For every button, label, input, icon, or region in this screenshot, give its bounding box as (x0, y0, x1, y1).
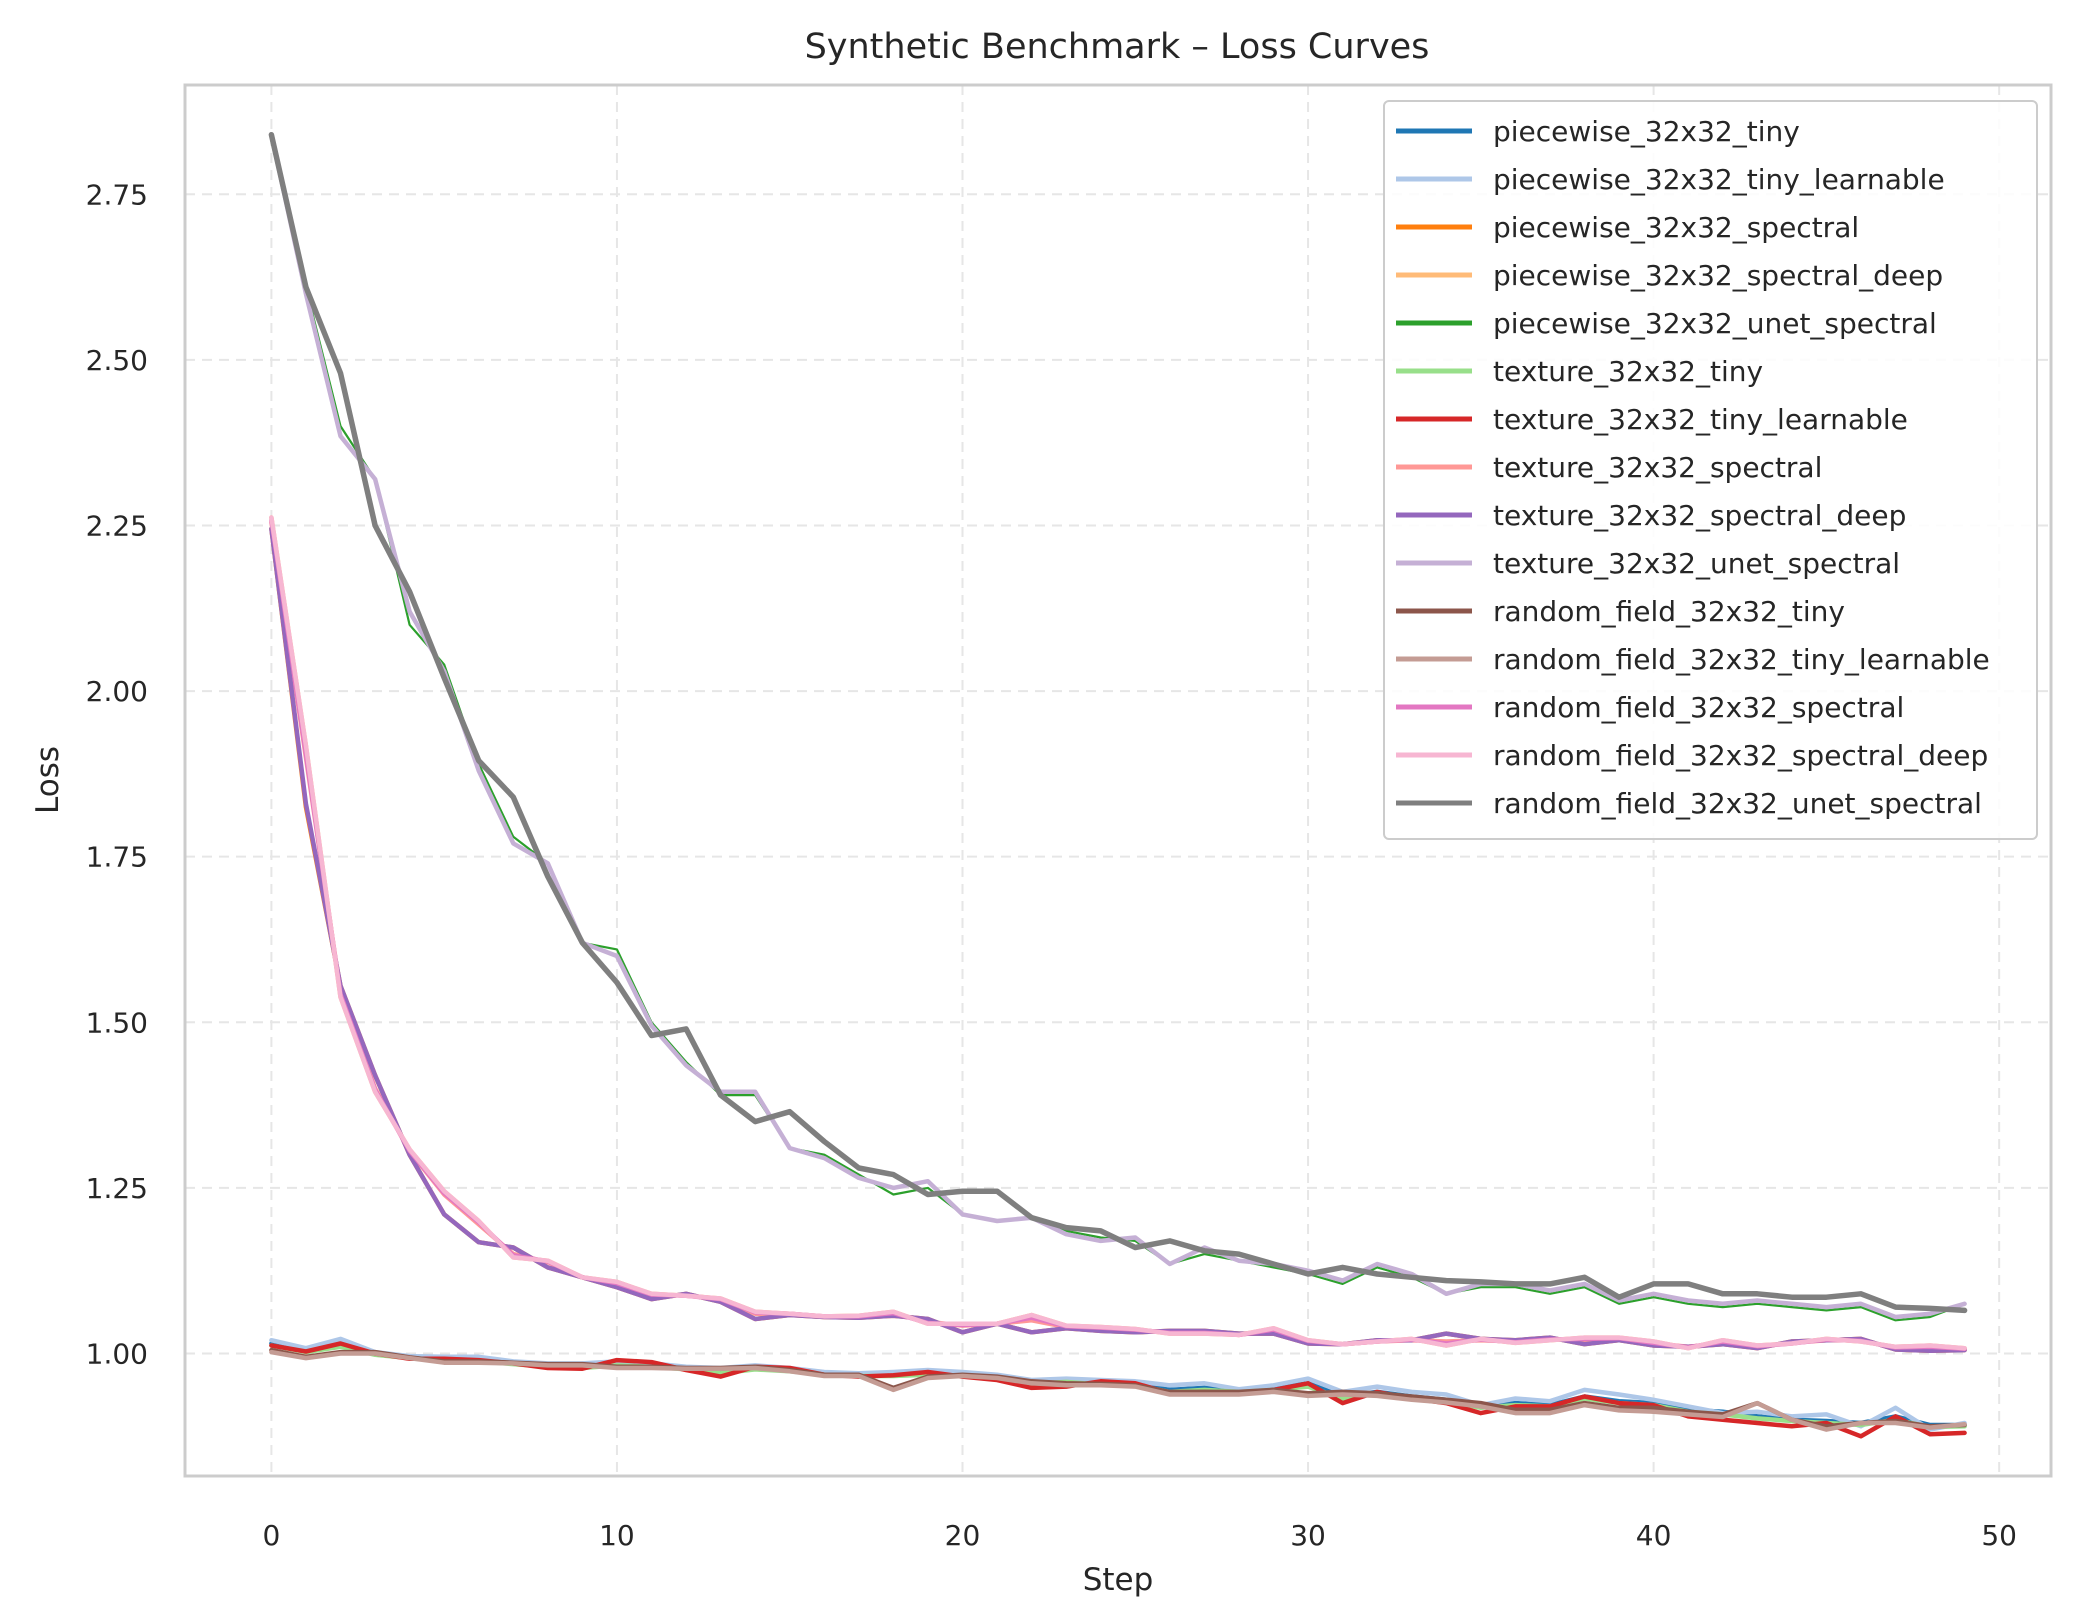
legend-entry: random_field_32x32_tiny (1493, 595, 1845, 628)
legend-box (1383, 100, 2038, 840)
legend-entry: piecewise_32x32_spectral (1493, 211, 1859, 244)
legend-entry: texture_32x32_tiny (1493, 355, 1763, 388)
plot-frame (183, 83, 2053, 1478)
x-tick-label: 0 (262, 1519, 280, 1552)
y-axis-label: Loss (30, 746, 66, 814)
y-tick-label: 1.75 (86, 841, 148, 874)
series-line-random_field_32x32_unet_spectral (268, 131, 1968, 1314)
x-tick-label: 20 (945, 1519, 981, 1552)
legend-entry: random_field_32x32_tiny_learnable (1493, 643, 1990, 676)
series-line-random_field_32x32_tiny_learnable (269, 1349, 1967, 1432)
legend-entry: piecewise_32x32_unet_spectral (1493, 307, 1937, 340)
y-tick-label: 2.75 (86, 178, 148, 211)
y-tick-label: 1.00 (86, 1337, 148, 1370)
chart-title: Synthetic Benchmark – Loss Curves (805, 27, 1430, 67)
legend-entry: piecewise_32x32_spectral_deep (1493, 259, 1943, 292)
y-tick-labels: 1.00 1.25 1.50 1.75 2.00 2.25 2.50 2.75 (86, 178, 148, 1370)
legend-entry: texture_32x32_tiny_learnable (1493, 403, 1908, 436)
legend-entry: texture_32x32_unet_spectral (1493, 547, 1900, 580)
legend-entry: random_field_32x32_unet_spectral (1493, 787, 1982, 820)
x-tick-label: 30 (1290, 1519, 1326, 1552)
x-tick-label: 10 (599, 1519, 635, 1552)
legend-entry: random_field_32x32_spectral (1493, 691, 1904, 724)
y-tick-label: 1.25 (86, 1172, 148, 1205)
y-tick-label: 1.50 (86, 1006, 148, 1039)
series-line-texture_32x32_tiny_learnable (269, 1341, 1967, 1439)
x-tick-labels: 0 10 20 30 40 50 (262, 1519, 2017, 1552)
x-tick-label: 40 (1636, 1519, 1672, 1552)
x-tick-label: 50 (1981, 1519, 2017, 1552)
y-tick-label: 2.50 (86, 344, 148, 377)
y-tick-label: 2.00 (86, 675, 148, 708)
legend: piecewise_32x32_tiny piecewise_32x32_tiny… (1383, 100, 2038, 840)
legend-entry: piecewise_32x32_tiny (1493, 115, 1800, 148)
y-tick-label: 2.25 (86, 509, 148, 542)
legend-entry: texture_32x32_spectral (1493, 451, 1822, 484)
series-lines (268, 131, 1968, 1439)
legend-entry: texture_32x32_spectral_deep (1493, 499, 1906, 532)
series-line-random_field_32x32_spectral_deep (269, 515, 1967, 1351)
legend-entry: random_field_32x32_spectral_deep (1493, 739, 1988, 772)
legend-entry: piecewise_32x32_tiny_learnable (1493, 163, 1945, 196)
x-axis-label: Step (1083, 1562, 1154, 1598)
